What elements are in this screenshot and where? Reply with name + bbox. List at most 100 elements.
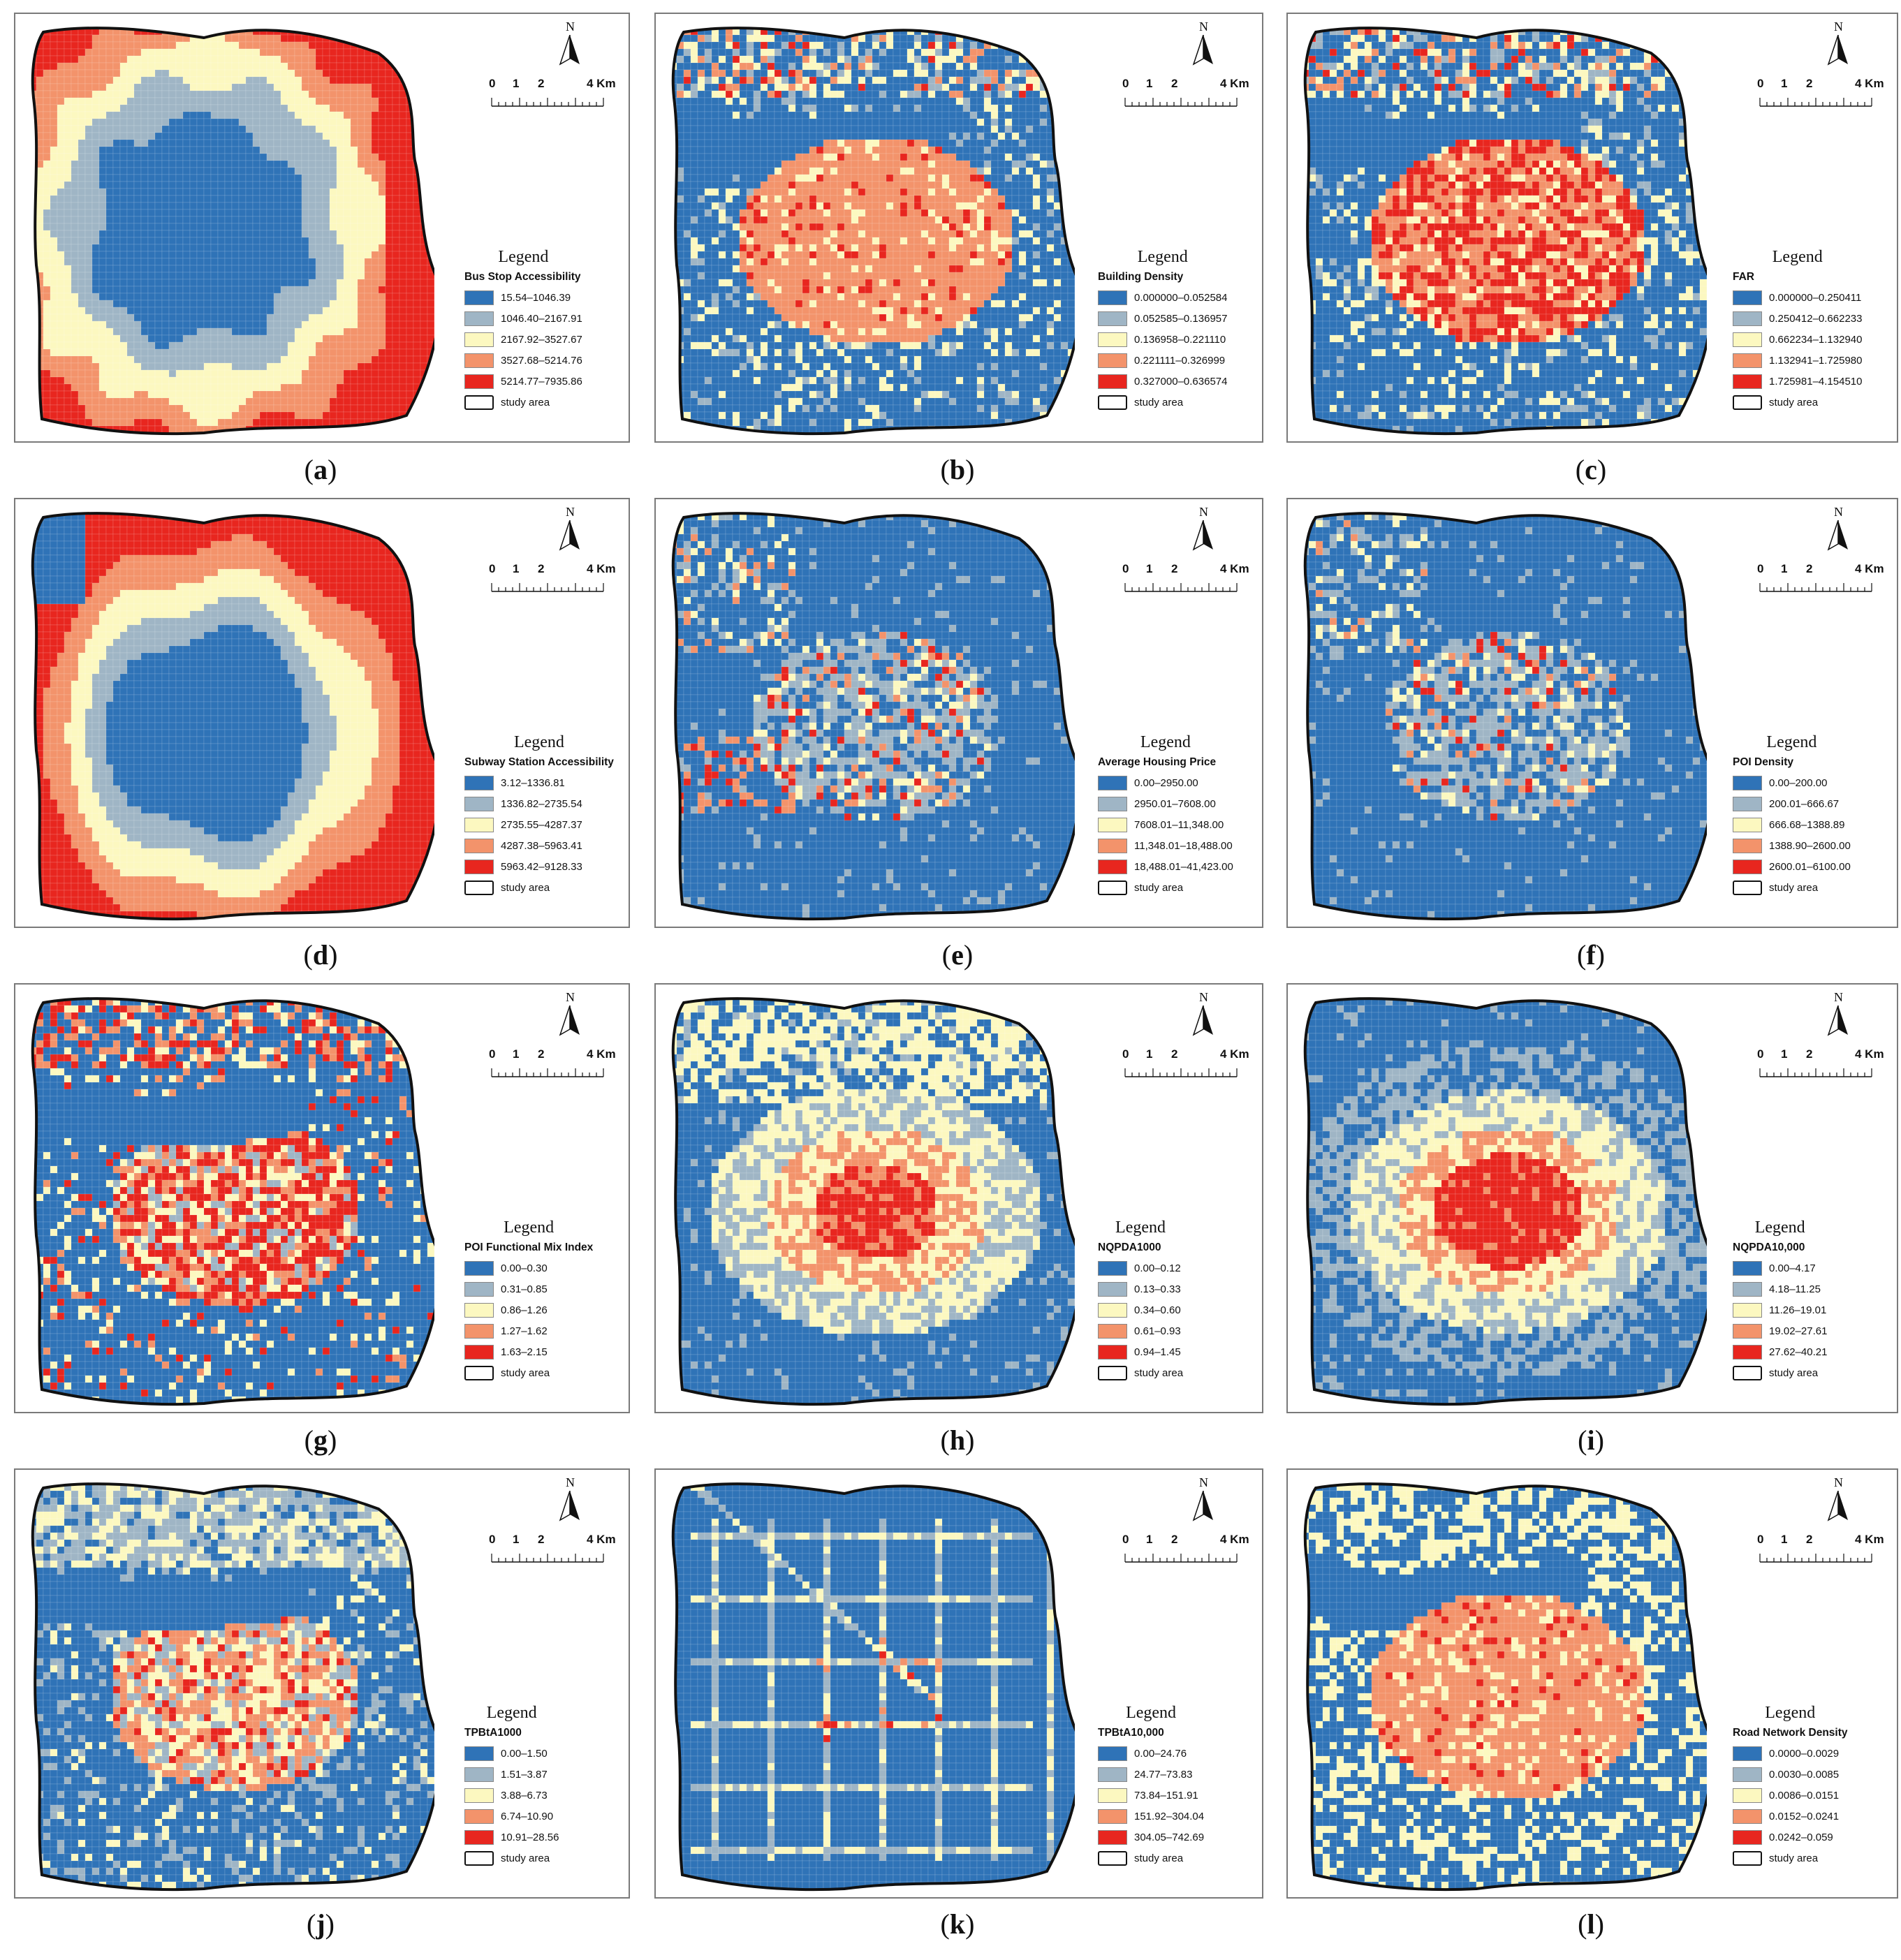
legend-study-area-label: study area — [1769, 397, 1818, 408]
panel-caption-a: (a) — [279, 454, 362, 486]
study-area-boundary — [1303, 997, 1707, 1406]
scale-label: 4 Km — [587, 77, 616, 91]
north-label: N — [1834, 990, 1843, 1005]
legend-class-row: 0.136958–0.221110 — [1098, 329, 1227, 350]
legend-swatch — [1733, 1302, 1762, 1318]
legend-class-label: 2735.55–4287.37 — [501, 819, 582, 831]
study-area-boundary — [671, 27, 1075, 436]
legend-class-label: 0.31–0.85 — [501, 1283, 548, 1295]
scale-label: 0 — [489, 562, 495, 576]
panel-letter: e — [951, 939, 964, 971]
legend-class-label: 1.27–1.62 — [501, 1325, 548, 1337]
legend-title: Legend — [464, 733, 614, 752]
legend-class-row: 18,488.01–41,423.00 — [1098, 856, 1233, 877]
panel-letter: i — [1587, 1424, 1594, 1456]
legend-study-area-swatch — [1098, 1365, 1127, 1380]
legend-swatch — [1733, 1260, 1762, 1276]
legend-class-label: 0.221111–0.326999 — [1134, 355, 1225, 367]
legend-class-label: 666.68–1388.89 — [1769, 819, 1844, 831]
legend-class-label: 27.62–40.21 — [1769, 1346, 1827, 1358]
legend-class-row: 0.0030–0.0085 — [1733, 1764, 1848, 1785]
legend-class-label: 15.54–1046.39 — [501, 292, 571, 304]
legend-class-label: 24.77–73.83 — [1134, 1769, 1192, 1781]
legend-swatch — [1733, 1746, 1762, 1761]
legend-field-name: POI Functional Mix Index — [464, 1241, 593, 1254]
legend-study-area-row: study area — [464, 1848, 559, 1869]
legend-swatch — [464, 1344, 494, 1360]
map-legend: Legend TPBtA10,000 0.00–24.76 24.77–73.83 73… — [1098, 1704, 1204, 1869]
legend-class-label: 0.00–4.17 — [1769, 1262, 1816, 1274]
scale-label: 1 — [1781, 562, 1787, 576]
panel-caption-d: (d) — [279, 939, 362, 971]
legend-class-label: 0.00–1.50 — [501, 1748, 548, 1760]
map-panel-g: N 0 1 2 4 Km Legend POI Functional Mix Index 0.… — [14, 983, 630, 1413]
legend-swatch — [464, 1281, 494, 1297]
legend-swatch — [1733, 374, 1762, 389]
map-panel-b: N 0 1 2 4 Km Legend Building Density 0.000000–0… — [654, 13, 1263, 443]
legend-swatch — [464, 311, 494, 326]
panel-caption-l: (l) — [1549, 1908, 1633, 1940]
legend-class-row: 0.94–1.45 — [1098, 1341, 1183, 1362]
legend-swatch — [464, 290, 494, 305]
legend-swatch — [1733, 838, 1762, 853]
map-panel-f: N 0 1 2 4 Km Legend POI Density 0.00–200.00 200.… — [1286, 498, 1898, 928]
north-label: N — [566, 505, 575, 520]
legend-study-area-row: study area — [1733, 1848, 1848, 1869]
north-label: N — [566, 1475, 575, 1490]
legend-class-label: 0.00–2950.00 — [1134, 777, 1198, 789]
north-label: N — [1199, 505, 1208, 520]
legend-swatch — [1098, 353, 1127, 368]
legend-class-row: 2600.01–6100.00 — [1733, 856, 1851, 877]
north-label: N — [1834, 20, 1843, 34]
legend-swatch — [464, 1767, 494, 1782]
map-legend: Legend POI Functional Mix Index 0.00–0.30 0… — [464, 1218, 593, 1383]
legend-swatch — [1733, 817, 1762, 832]
legend-class-row: 1.132941–1.725980 — [1733, 350, 1862, 371]
legend-swatch — [464, 775, 494, 790]
study-area-map — [671, 1482, 1075, 1892]
legend-class-label: 19.02–27.61 — [1769, 1325, 1827, 1337]
legend-study-area-swatch — [464, 1850, 494, 1866]
legend-class-row: 27.62–40.21 — [1733, 1341, 1827, 1362]
legend-class-label: 5214.77–7935.86 — [501, 376, 582, 388]
scale-label: 2 — [1806, 1533, 1812, 1547]
legend-title: Legend — [1733, 1704, 1848, 1723]
legend-title: Legend — [1733, 1218, 1827, 1237]
legend-study-area-label: study area — [501, 1367, 550, 1379]
study-area-boundary — [671, 997, 1075, 1406]
legend-class-label: 0.00–24.76 — [1134, 1748, 1187, 1760]
legend-class-row: 1336.82–2735.54 — [464, 793, 614, 814]
legend-study-area-swatch — [1733, 1850, 1762, 1866]
legend-class-label: 304.05–742.69 — [1134, 1832, 1204, 1843]
scale-label: 2 — [1806, 77, 1812, 91]
legend-class-row: 0.00–0.12 — [1098, 1258, 1183, 1279]
study-area-map — [31, 27, 434, 436]
legend-study-area-swatch — [1098, 880, 1127, 895]
legend-swatch — [1098, 290, 1127, 305]
legend-swatch — [1098, 1829, 1127, 1845]
legend-class-row: 3.12–1336.81 — [464, 772, 614, 793]
legend-swatch — [1098, 1808, 1127, 1824]
study-area-boundary — [1303, 1482, 1707, 1892]
legend-study-area-swatch — [464, 395, 494, 410]
legend-class-label: 0.250412–0.662233 — [1769, 313, 1862, 325]
legend-swatch — [1733, 1829, 1762, 1845]
legend-class-label: 1046.40–2167.91 — [501, 313, 582, 325]
legend-class-label: 0.0000–0.0029 — [1769, 1748, 1839, 1760]
legend-class-row: 11,348.01–18,488.00 — [1098, 835, 1233, 856]
scale-label: 4 Km — [1855, 562, 1884, 576]
legend-swatch — [464, 859, 494, 874]
legend-class-row: 0.0086–0.0151 — [1733, 1785, 1848, 1806]
study-area-boundary — [1303, 512, 1707, 921]
legend-study-area-swatch — [464, 1365, 494, 1380]
legend-class-row: 0.221111–0.326999 — [1098, 350, 1227, 371]
legend-class-row: 0.000000–0.250411 — [1733, 287, 1862, 308]
scale-label: 1 — [513, 562, 519, 576]
legend-study-area-row: study area — [464, 877, 614, 898]
scale-label: 2 — [1171, 1047, 1177, 1061]
legend-class-row: 1.725981–4.154510 — [1733, 371, 1862, 392]
scale-label: 2 — [538, 1047, 544, 1061]
legend-swatch — [1733, 353, 1762, 368]
legend-title: Legend — [464, 248, 582, 267]
legend-swatch — [1098, 1281, 1127, 1297]
